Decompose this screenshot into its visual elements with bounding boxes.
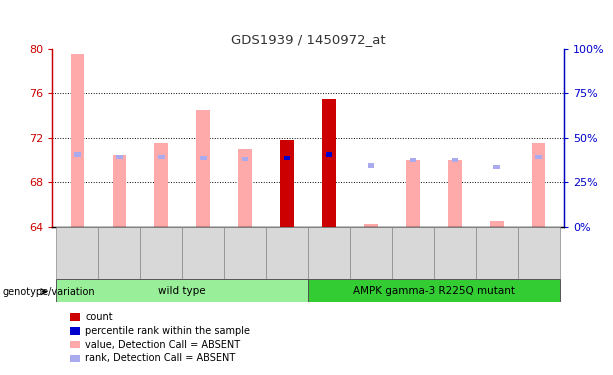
Bar — [493, 165, 500, 169]
Bar — [535, 154, 542, 159]
Bar — [322, 99, 336, 227]
Bar — [182, 227, 224, 279]
Bar — [452, 158, 459, 162]
Bar — [224, 227, 266, 279]
Bar — [242, 157, 248, 161]
Bar — [280, 140, 294, 227]
Bar — [308, 279, 560, 302]
Bar — [350, 227, 392, 279]
Bar — [518, 227, 560, 279]
Bar — [116, 154, 123, 159]
Title: GDS1939 / 1450972_at: GDS1939 / 1450972_at — [230, 33, 386, 46]
Bar — [364, 224, 378, 227]
Text: wild type: wild type — [158, 286, 206, 296]
Bar — [56, 227, 98, 279]
Text: value, Detection Call = ABSENT: value, Detection Call = ABSENT — [85, 340, 240, 350]
Bar — [154, 143, 168, 227]
Bar — [322, 154, 336, 227]
Text: genotype/variation: genotype/variation — [2, 287, 95, 297]
Text: percentile rank within the sample: percentile rank within the sample — [85, 326, 250, 336]
Bar — [70, 54, 84, 227]
Text: AMPK gamma-3 R225Q mutant: AMPK gamma-3 R225Q mutant — [353, 286, 515, 296]
Bar — [392, 227, 434, 279]
Bar — [406, 160, 420, 227]
Bar — [196, 110, 210, 227]
Bar — [490, 221, 503, 227]
Text: count: count — [85, 312, 113, 322]
Bar — [476, 227, 518, 279]
Bar — [448, 160, 462, 227]
Bar — [98, 227, 140, 279]
Bar — [140, 227, 182, 279]
Bar — [368, 164, 375, 168]
Bar — [409, 158, 416, 162]
Bar — [56, 279, 308, 302]
Bar — [74, 152, 81, 157]
Bar — [238, 149, 252, 227]
Bar — [158, 154, 164, 159]
Bar — [308, 227, 350, 279]
Bar — [113, 154, 126, 227]
Bar — [532, 143, 546, 227]
Bar — [266, 227, 308, 279]
Bar — [326, 152, 332, 157]
Bar — [280, 154, 294, 227]
Bar — [434, 227, 476, 279]
Text: rank, Detection Call = ABSENT: rank, Detection Call = ABSENT — [85, 354, 235, 363]
Bar — [284, 156, 291, 160]
Bar — [200, 156, 207, 160]
